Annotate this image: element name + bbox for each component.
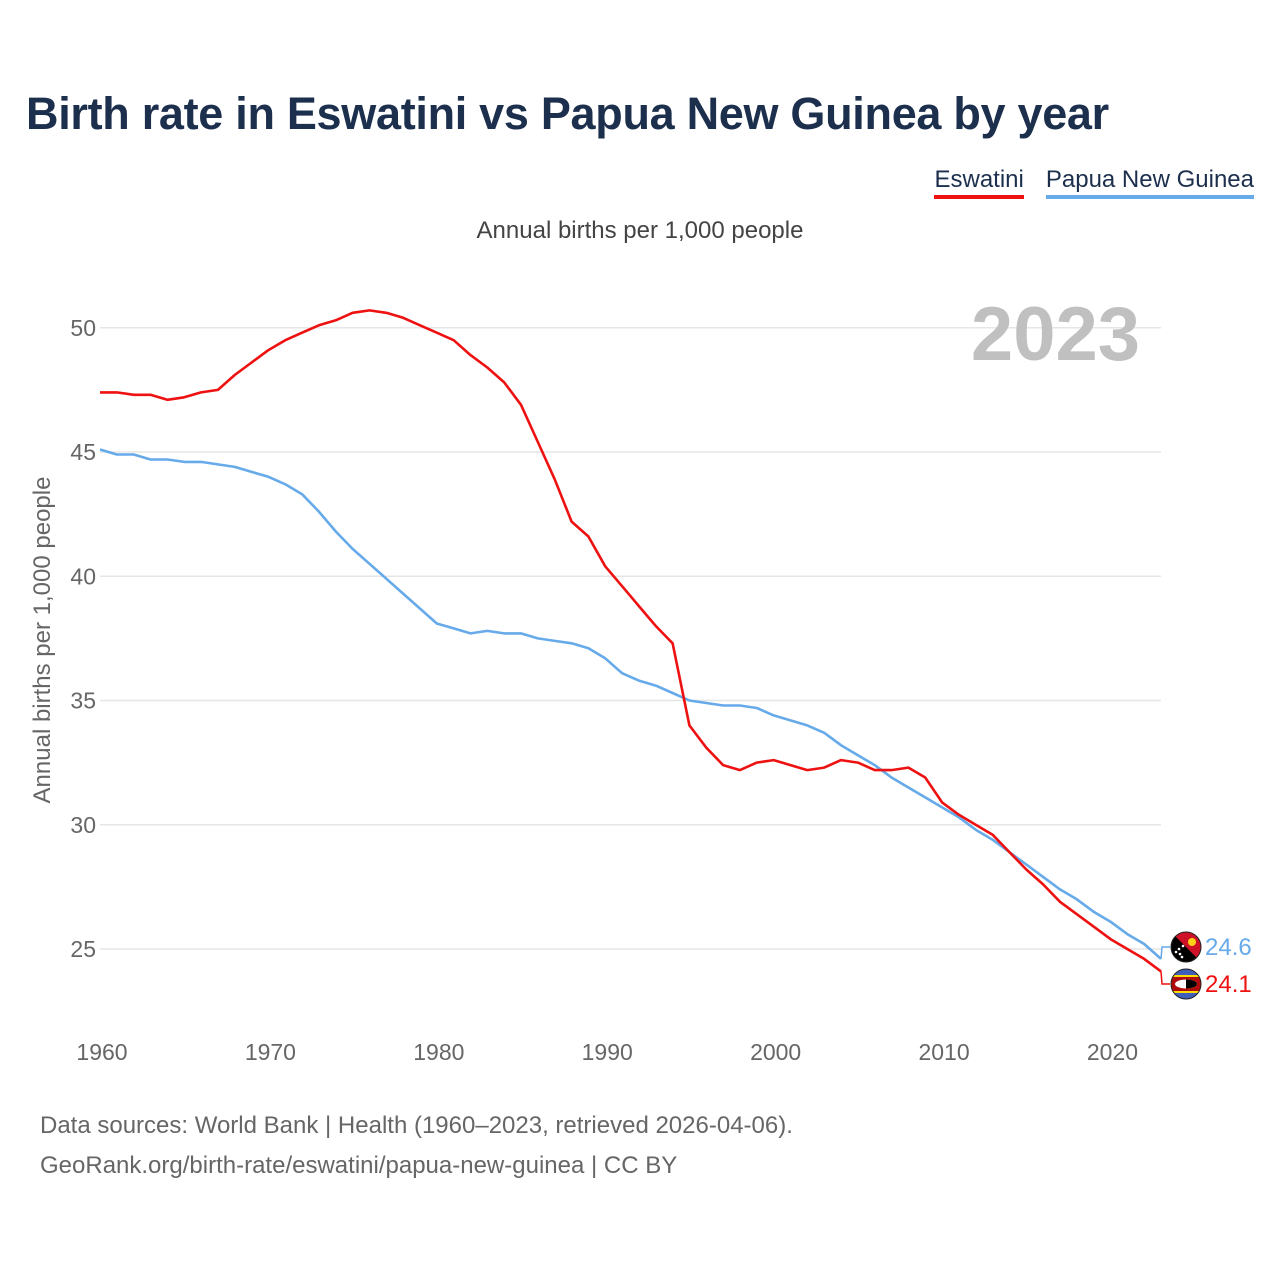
y-axis-ticks: 25 30 35 40 45 50 <box>70 315 96 962</box>
x-tick-label: 1970 <box>245 1039 296 1065</box>
y-tick-label: 50 <box>70 315 96 341</box>
x-tick-label: 1960 <box>76 1039 127 1065</box>
legend-item-eswatini[interactable]: Eswatini <box>934 166 1024 199</box>
chart-subtitle: Annual births per 1,000 people <box>476 217 804 244</box>
end-connector-eswatini <box>1160 971 1170 985</box>
x-axis-ticks: 1960 1970 1980 1990 2000 2010 2020 <box>76 1039 1138 1065</box>
papua-new-guinea-flag-icon <box>1170 931 1202 963</box>
y-tick-label: 25 <box>70 936 96 962</box>
x-tick-label: 2000 <box>750 1039 801 1065</box>
end-labels: 24.1 24.6 <box>1160 931 1252 1000</box>
y-tick-label: 30 <box>70 812 96 838</box>
end-label-papua-new-guinea: 24.6 <box>1205 934 1252 961</box>
legend: Eswatini Papua New Guinea <box>934 166 1254 199</box>
year-label: 2023 <box>971 292 1140 377</box>
legend-item-papua-new-guinea[interactable]: Papua New Guinea <box>1045 166 1254 199</box>
end-connector-papua-new-guinea <box>1160 946 1170 960</box>
line-chart: 25 30 35 40 45 50 1960 1970 1980 1990 2000 2010 202… <box>29 292 1252 1065</box>
end-label-eswatini: 24.1 <box>1205 971 1252 998</box>
x-tick-label: 1980 <box>413 1039 464 1065</box>
source-line-2[interactable]: GeoRank.org/birth-rate/eswatini/papua-ne… <box>40 1152 678 1179</box>
y-tick-label: 45 <box>70 439 96 465</box>
y-axis-label: Annual births per 1,000 people <box>29 477 56 804</box>
y-tick-label: 35 <box>70 688 96 714</box>
series-line-papua-new-guinea[interactable] <box>99 448 1162 960</box>
x-tick-label: 2020 <box>1087 1039 1138 1065</box>
y-tick-label: 40 <box>70 563 96 589</box>
series-line-eswatini[interactable] <box>100 309 1162 973</box>
series-lines <box>99 309 1162 973</box>
x-tick-label: 2010 <box>918 1039 969 1065</box>
source-note: Data sources: World Bank | Health (1960–… <box>40 1106 793 1186</box>
chart-title: Birth rate in Eswatini vs Papua New Guin… <box>26 88 1109 139</box>
eswatini-flag-icon <box>1170 968 1202 1000</box>
source-line-1: Data sources: World Bank | Health (1960–… <box>40 1112 793 1139</box>
x-tick-label: 1990 <box>582 1039 633 1065</box>
gridlines <box>100 327 1161 950</box>
